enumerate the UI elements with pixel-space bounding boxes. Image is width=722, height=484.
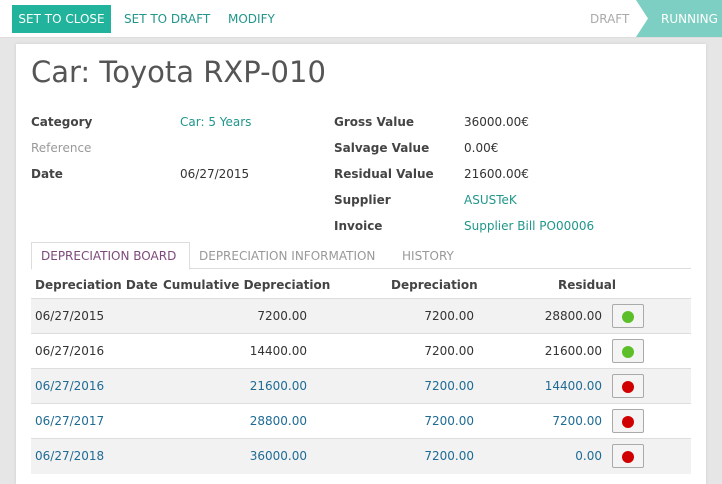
cell-depreciation: 7200.00 [424,414,474,428]
field-label: Supplier [334,193,391,207]
field-value: 06/27/2015 [180,167,250,181]
column-header: Depreciation Date [35,278,158,292]
field-label: Salvage Value [334,141,430,155]
cell-date: 06/27/2018 [35,449,105,463]
status-dot [622,346,634,358]
modify-depreciation-button[interactable]: MODIFY DEPRECIAT [228,12,275,26]
status-button[interactable] [612,444,644,468]
status-draft[interactable]: DRAFT [590,12,630,26]
cell-cumulative: 14400.00 [249,344,307,358]
field-label: Reference [31,141,92,155]
status-button[interactable] [612,339,644,363]
status-running[interactable]: RUNNING [661,12,718,26]
cell-residual: 14400.00 [544,379,602,393]
tab-line [31,268,691,269]
cell-cumulative: 28800.00 [249,414,307,428]
tab[interactable]: DEPRECIATION INFORMATION [199,249,376,263]
status-active-bg [636,0,722,37]
table-row[interactable]: 06/27/2018 36000.00 7200.00 0.00 [31,438,691,474]
cell-cumulative: 36000.00 [249,449,307,463]
status-dot [622,451,634,463]
table-row[interactable]: 06/27/2015 7200.00 7200.00 28800.00 [31,298,691,334]
field-label: Invoice [334,219,383,233]
field-label: Gross Value [334,115,414,129]
field-value[interactable]: Supplier Bill PO00006 [464,219,595,233]
cell-date: 06/27/2016 [35,344,105,358]
status-dot [622,416,634,428]
column-header: Cumulative Depreciation [163,278,331,292]
cell-residual: 28800.00 [544,309,602,323]
set-to-close-button[interactable]: SET TO CLOSE [12,5,111,33]
active-tab-box [31,242,190,270]
field-value: 0.00€ [464,141,499,155]
status-button[interactable] [612,374,644,398]
column-header: Residual [558,278,616,292]
tab[interactable]: DEPRECIATION BOARD [41,249,177,263]
cell-date: 06/27/2016 [35,379,105,393]
field-value: 36000.00€ [464,115,529,129]
cell-depreciation: 7200.00 [424,379,474,393]
field-value[interactable]: ASUSTeK [464,193,517,207]
cell-residual: 7200.00 [552,414,602,428]
field-label: Residual Value [334,167,434,181]
record-title: Car: Toyota RXP-010 [31,55,326,89]
table-row[interactable]: 06/27/2016 14400.00 7200.00 21600.00 [31,333,691,369]
cell-residual: 0.00 [575,449,602,463]
status-button[interactable] [612,304,644,328]
cell-cumulative: 21600.00 [249,379,307,393]
status-dot [622,311,634,323]
field-label: Category [31,115,93,129]
cell-date: 06/27/2015 [35,309,105,323]
toolbar: SET TO CLOSE SET TO DRAFT MODIFY DEPRECI… [0,0,722,38]
status-button[interactable] [612,409,644,433]
tab[interactable]: HISTORY [402,249,454,263]
cell-residual: 21600.00 [544,344,602,358]
set-to-draft-button[interactable]: SET TO DRAFT [124,12,211,26]
cell-depreciation: 7200.00 [424,309,474,323]
field-value: 21600.00€ [464,167,529,181]
field-value[interactable]: Car: 5 Years [180,115,252,129]
column-header: Depreciation [391,278,478,292]
cell-cumulative: 7200.00 [257,309,307,323]
cell-depreciation: 7200.00 [424,344,474,358]
table-row[interactable]: 06/27/2017 28800.00 7200.00 7200.00 [31,403,691,439]
cell-depreciation: 7200.00 [424,449,474,463]
table-row[interactable]: 06/27/2016 21600.00 7200.00 14400.00 [31,368,691,404]
status-dot [622,381,634,393]
field-label: Date [31,167,63,181]
cell-date: 06/27/2017 [35,414,105,428]
